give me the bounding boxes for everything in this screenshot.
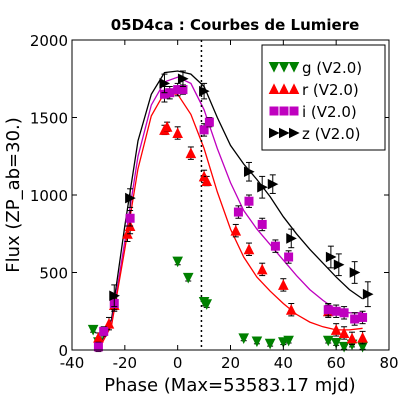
legend-marker [288, 83, 300, 94]
data-point [243, 243, 255, 255]
data-point [199, 125, 209, 135]
x-tick-label: -20 [113, 354, 138, 372]
data-point [199, 85, 210, 97]
legend-entries: g (V2.0) r (V2.0) i (V2.0) z (V2.0) [268, 59, 362, 143]
data-point [182, 272, 194, 284]
legend-marker [268, 62, 280, 73]
data-point [284, 252, 294, 262]
data-point [322, 335, 334, 347]
x-axis-label: Phase (Max=53583.17 mjd) [104, 375, 355, 396]
data-point [125, 192, 136, 204]
data-point [172, 256, 183, 268]
data-point [267, 178, 279, 190]
data-point [87, 324, 99, 336]
y-axis-label: Flux (ZP_ab=30.) [3, 117, 24, 273]
legend-entry: g (V2.0) [268, 59, 362, 77]
legend-label: i (V2.0) [302, 103, 357, 121]
legend-marker [289, 127, 300, 139]
data-point [264, 338, 276, 350]
data-point [177, 73, 189, 85]
y-tick-label: 1500 [30, 110, 68, 128]
legend-entry: z (V2.0) [269, 125, 360, 143]
legend-marker [269, 106, 279, 116]
y-tick-label: 500 [39, 265, 68, 283]
data-point [333, 259, 345, 271]
data-point [350, 314, 360, 324]
series-z-points [109, 70, 374, 308]
data-point [285, 304, 297, 315]
data-point [339, 308, 349, 318]
data-point [338, 327, 350, 338]
data-point [185, 147, 197, 159]
legend-marker [269, 127, 280, 139]
x-tick-label: 0 [173, 354, 183, 372]
x-tick-label: 80 [379, 354, 398, 372]
legend-label: g (V2.0) [302, 59, 362, 77]
data-point [257, 181, 268, 193]
data-point [349, 267, 361, 278]
legend-marker [268, 83, 280, 94]
data-point [338, 341, 350, 353]
fit-curve-2 [97, 92, 363, 351]
legend-entry: r (V2.0) [268, 81, 359, 99]
x-tick-label: 20 [221, 354, 240, 372]
data-point [286, 233, 297, 244]
data-point [93, 342, 103, 352]
data-point [172, 127, 183, 138]
legend-entry: i (V2.0) [269, 103, 357, 121]
data-point [204, 117, 214, 127]
legend-marker [278, 83, 290, 94]
data-point [357, 331, 368, 343]
data-point [278, 279, 289, 290]
data-point [257, 219, 267, 229]
chart-title: 05D4ca : Courbes de Lumiere [111, 16, 360, 34]
legend-marker [279, 127, 290, 139]
data-point [330, 324, 342, 335]
data-point [346, 332, 358, 344]
axis-ticks: -40 -20 0 20 40 60 80 0 500 1000 1500 2000 [30, 32, 399, 372]
data-point [99, 326, 109, 336]
legend-marker [279, 106, 289, 116]
y-tick-label: 0 [58, 342, 68, 360]
data-point [201, 175, 213, 187]
data-point [201, 299, 213, 310]
data-point [125, 213, 135, 223]
legend: g (V2.0) r (V2.0) i (V2.0) z (V2.0) [261, 44, 386, 151]
data-point [323, 305, 333, 315]
legend-label: z (V2.0) [302, 125, 360, 143]
x-tick-label: 60 [327, 354, 346, 372]
data-point [325, 251, 337, 263]
plot-area [87, 40, 374, 353]
data-point [103, 318, 115, 329]
x-tick-label: 40 [274, 354, 293, 372]
data-point [159, 78, 171, 89]
data-point [283, 335, 294, 347]
data-point [109, 290, 120, 302]
data-point [243, 166, 255, 178]
legend-marker [288, 62, 300, 73]
y-tick-label: 1000 [30, 187, 68, 205]
data-point [233, 207, 243, 217]
data-point [161, 121, 173, 132]
legend-marker [289, 106, 299, 116]
data-point [230, 225, 242, 236]
data-point [330, 338, 342, 349]
series-r-points [93, 121, 368, 346]
data-point [244, 196, 254, 206]
x-tick-label: -40 [60, 354, 85, 372]
data-point [362, 288, 374, 300]
data-point [238, 333, 250, 344]
data-point [331, 306, 341, 316]
data-point [358, 312, 368, 322]
fit-curve-0 [97, 70, 363, 351]
legend-marker [278, 62, 290, 73]
y-tick-label: 2000 [30, 32, 68, 50]
fit-curve-1 [97, 76, 363, 351]
legend-label: r (V2.0) [302, 81, 359, 99]
data-point [256, 263, 268, 275]
data-point [270, 241, 280, 251]
data-point [251, 336, 263, 348]
